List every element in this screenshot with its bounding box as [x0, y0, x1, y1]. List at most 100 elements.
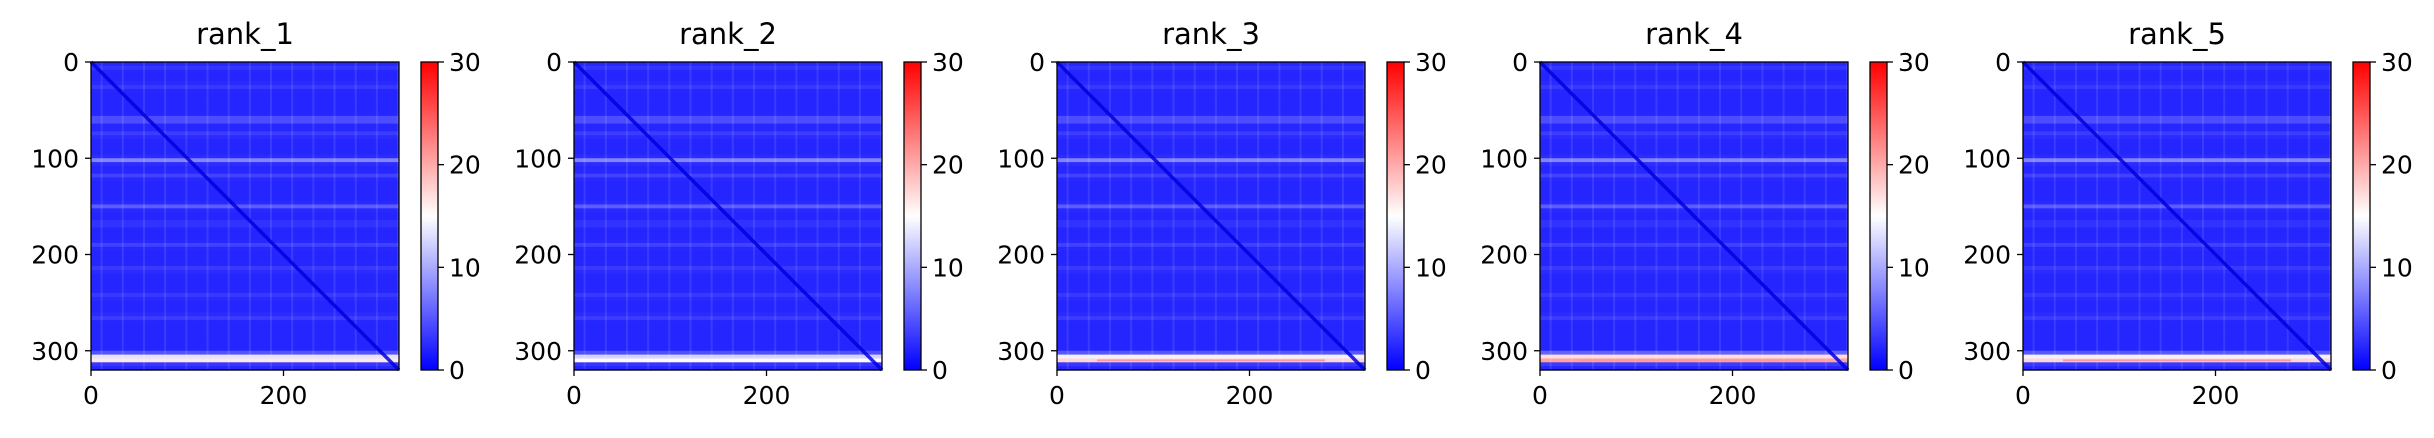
heatmap-band — [1057, 350, 1365, 356]
heatmap-band — [1540, 96, 1848, 102]
heatmap-band — [1057, 354, 1365, 360]
y-tick-label: 100 — [997, 144, 1045, 173]
heatmap-band — [2023, 266, 2331, 271]
heatmap-band — [91, 92, 399, 98]
heatmap-band — [91, 319, 399, 325]
heatmap-band — [1057, 231, 1365, 236]
heatmap-band — [574, 200, 882, 206]
heatmap-band — [574, 127, 882, 132]
heatmap-band — [2023, 362, 2331, 367]
heatmap-column-texture — [858, 62, 861, 370]
heatmap-band — [91, 139, 399, 144]
heatmap-column-texture — [1634, 62, 1637, 370]
colorbar-frame — [1869, 61, 1888, 371]
heatmap-band — [1057, 246, 1365, 252]
heatmap-band — [91, 73, 399, 78]
heatmap-band — [2023, 123, 2331, 129]
heatmap-column-texture — [753, 62, 756, 370]
y-tick-label: 300 — [1963, 337, 2011, 366]
heatmap-column-texture — [333, 62, 336, 370]
heatmap-band — [574, 304, 882, 309]
heatmap-column-texture — [837, 62, 840, 370]
heatmap-column-texture — [1130, 62, 1133, 370]
heatmap-band — [2023, 200, 2331, 206]
heatmap-column-texture — [375, 62, 378, 370]
heatmap-band — [1540, 223, 1848, 229]
heatmap-band — [1057, 254, 1365, 259]
heatmap-band — [574, 296, 882, 302]
heatmap-band — [1057, 69, 1365, 75]
colorbar — [1387, 62, 1404, 370]
heatmap-band — [1057, 73, 1365, 78]
heatmap-band — [2023, 146, 2331, 152]
heatmap-column-texture — [2307, 62, 2310, 370]
heatmap-band — [2023, 316, 2331, 321]
heatmap-band — [1540, 85, 1848, 90]
heatmap-band — [574, 100, 882, 105]
heatmap-band — [574, 96, 882, 102]
heatmap-band — [2023, 208, 2331, 213]
y-tick-label: 100 — [1963, 144, 2011, 173]
heatmap-band — [91, 231, 399, 236]
panel-title: rank_3 — [1162, 17, 1260, 51]
heatmap-column-texture — [270, 62, 273, 370]
heatmap-band — [91, 227, 399, 232]
heatmap-band — [1057, 281, 1365, 286]
heatmap-band — [574, 154, 882, 159]
heatmap-band — [574, 235, 882, 240]
heatmap-band — [2023, 85, 2331, 90]
heatmap-band — [1057, 189, 1365, 194]
heatmap-column-texture — [1570, 62, 1573, 370]
heatmap-band — [91, 204, 399, 209]
heatmap-band — [574, 158, 882, 163]
heatmap-band — [574, 189, 882, 194]
heatmap-band — [91, 112, 399, 117]
heatmap-band — [2023, 258, 2331, 263]
heatmap-band — [1057, 304, 1365, 309]
heatmap-band — [1057, 115, 1365, 121]
heatmap-band — [91, 269, 399, 275]
heatmap-band — [91, 304, 399, 309]
heatmap-band — [1057, 135, 1365, 140]
heatmap-band — [2023, 327, 2331, 333]
heatmap-band — [2023, 131, 2331, 136]
heatmap-band — [2023, 177, 2331, 182]
heatmap-column-texture — [1299, 62, 1302, 370]
heatmap-band — [2023, 219, 2331, 225]
heatmap-band — [1540, 343, 1848, 348]
heatmap-band — [2023, 350, 2331, 356]
heatmap-band — [574, 150, 882, 155]
heatmap-band — [2023, 277, 2331, 283]
heatmap-column-texture — [2244, 62, 2247, 370]
heatmap-band — [574, 192, 882, 198]
heatmap-column-texture — [354, 62, 357, 370]
heatmap-band — [1540, 189, 1848, 194]
heatmap-band — [2023, 88, 2331, 94]
heatmap-band — [91, 96, 399, 102]
heatmap-band — [1057, 146, 1365, 152]
heatmap-band — [1057, 266, 1365, 271]
heatmap-band — [91, 200, 399, 206]
heatmap-band — [91, 300, 399, 306]
heatmap-band — [574, 77, 882, 82]
heatmap-rows — [2023, 62, 2332, 371]
heatmap-band — [1540, 181, 1848, 186]
heatmap-band — [1057, 239, 1365, 244]
heatmap-band — [2023, 96, 2331, 102]
heatmap-band — [1540, 335, 1848, 340]
heatmap-column-texture — [795, 62, 798, 370]
heatmap-band — [2023, 304, 2331, 309]
heatmap-band — [1540, 293, 1848, 298]
heatmap-band — [574, 88, 882, 94]
heatmap-band — [91, 131, 399, 136]
heatmap-band — [1057, 293, 1365, 298]
y-tick-label: 200 — [514, 241, 562, 270]
heatmap-band — [1540, 62, 1848, 67]
heatmap-band — [91, 181, 399, 186]
heatmap-band — [1057, 65, 1365, 71]
heatmap-band — [574, 346, 882, 352]
heatmap-column-texture — [2096, 62, 2099, 370]
heatmap-band — [91, 335, 399, 340]
